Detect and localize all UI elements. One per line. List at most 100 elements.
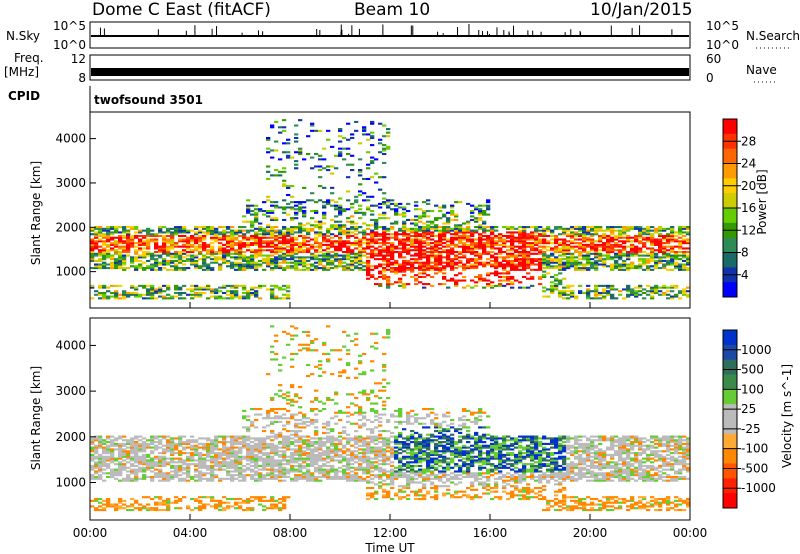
power-cell <box>542 275 547 279</box>
velocity-cell <box>278 464 283 468</box>
velocity-cell <box>286 332 291 335</box>
velocity-cell <box>158 508 163 512</box>
power-cell <box>170 256 175 259</box>
power-cell <box>122 250 127 254</box>
velocity-cell <box>170 459 175 462</box>
power-cell <box>470 215 475 218</box>
velocity-cell <box>222 508 227 512</box>
velocity-cell <box>250 459 255 462</box>
power-cell <box>282 254 287 257</box>
power-cell <box>106 263 111 266</box>
power-cell <box>686 226 691 229</box>
power-cell <box>222 231 227 234</box>
velocity-cell <box>230 455 235 458</box>
power-cell <box>170 231 175 234</box>
power-cell <box>174 229 179 232</box>
power-cell <box>162 245 167 248</box>
power-cell <box>402 250 407 254</box>
power-cell <box>266 249 271 252</box>
velocity-cell <box>202 459 207 462</box>
power-cell <box>354 195 359 198</box>
power-cell <box>286 151 291 154</box>
power-cell <box>374 247 379 250</box>
velocity-cell <box>202 466 207 469</box>
power-cell <box>618 245 623 248</box>
power-cell <box>506 279 511 282</box>
power-cell <box>406 267 411 270</box>
power-cell <box>658 256 663 259</box>
velocity-cell <box>254 437 259 440</box>
velocity-cell <box>118 452 123 455</box>
power-cell <box>522 263 527 266</box>
power-cell <box>594 231 599 234</box>
power-cell <box>434 268 439 271</box>
power-cell <box>590 238 595 241</box>
velocity-cell <box>190 459 195 462</box>
power-cell <box>378 270 383 273</box>
power-cell <box>502 275 507 279</box>
power-cell <box>126 267 131 270</box>
power-cell <box>342 261 347 264</box>
velocity-cell <box>282 499 287 502</box>
power-cell <box>238 267 243 270</box>
velocity-cell <box>182 461 187 464</box>
power-cell <box>90 258 95 261</box>
velocity-cell <box>170 444 175 447</box>
power-cell <box>554 227 559 230</box>
velocity-cell <box>302 426 307 429</box>
power-cell <box>402 234 407 238</box>
power-cell <box>582 245 587 248</box>
velocity-cell <box>118 457 123 460</box>
velocity-cell <box>310 474 315 477</box>
power-cell <box>518 234 523 238</box>
power-cell <box>518 261 523 264</box>
velocity-cell <box>250 437 255 440</box>
power-cell <box>134 267 139 270</box>
power-cell <box>634 236 639 239</box>
power-cell <box>326 238 331 241</box>
velocity-cell <box>154 468 159 471</box>
velocity-cell <box>234 437 239 440</box>
power-cell <box>286 213 291 216</box>
velocity-cell <box>294 477 299 480</box>
power-cell <box>334 259 339 262</box>
power-cell <box>294 163 299 166</box>
power-colorbar-tick-label: 8 <box>741 246 749 260</box>
power-cell <box>578 284 583 287</box>
power-cell <box>426 231 431 234</box>
velocity-cell <box>162 501 167 504</box>
power-cell <box>622 245 627 248</box>
power-cell <box>378 265 383 268</box>
velocity-cell <box>210 441 215 444</box>
power-cell <box>350 261 355 264</box>
power-cell <box>234 242 239 245</box>
power-cell <box>234 243 239 246</box>
power-cell <box>202 226 207 229</box>
power-cell <box>378 151 383 154</box>
power-cell <box>298 152 303 156</box>
velocity-cell <box>294 479 299 482</box>
power-cell <box>338 204 343 207</box>
velocity-cell <box>306 463 311 466</box>
velocity-cell <box>270 477 275 480</box>
velocity-cell <box>286 391 291 394</box>
power-cell <box>126 247 131 250</box>
velocity-cell <box>302 439 307 442</box>
power-cell <box>530 277 535 280</box>
velocity-cell <box>118 448 123 451</box>
power-cell <box>218 250 223 254</box>
power-cell <box>102 256 107 259</box>
power-cell <box>250 267 255 270</box>
power-cell <box>294 136 299 140</box>
velocity-cell <box>154 444 159 447</box>
power-cell <box>162 249 167 252</box>
power-cell <box>442 231 447 234</box>
power-cell <box>114 284 119 287</box>
power-cell <box>106 286 111 289</box>
velocity-cell <box>298 450 303 453</box>
power-cell <box>530 238 535 241</box>
power-cell <box>514 279 519 282</box>
power-cell <box>378 263 383 266</box>
power-cell <box>554 238 559 241</box>
power-cell <box>330 243 335 246</box>
